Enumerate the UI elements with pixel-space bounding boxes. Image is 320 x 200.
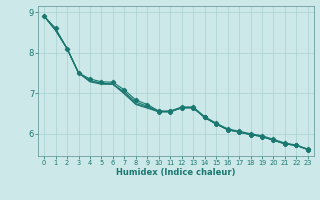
X-axis label: Humidex (Indice chaleur): Humidex (Indice chaleur) — [116, 168, 236, 177]
